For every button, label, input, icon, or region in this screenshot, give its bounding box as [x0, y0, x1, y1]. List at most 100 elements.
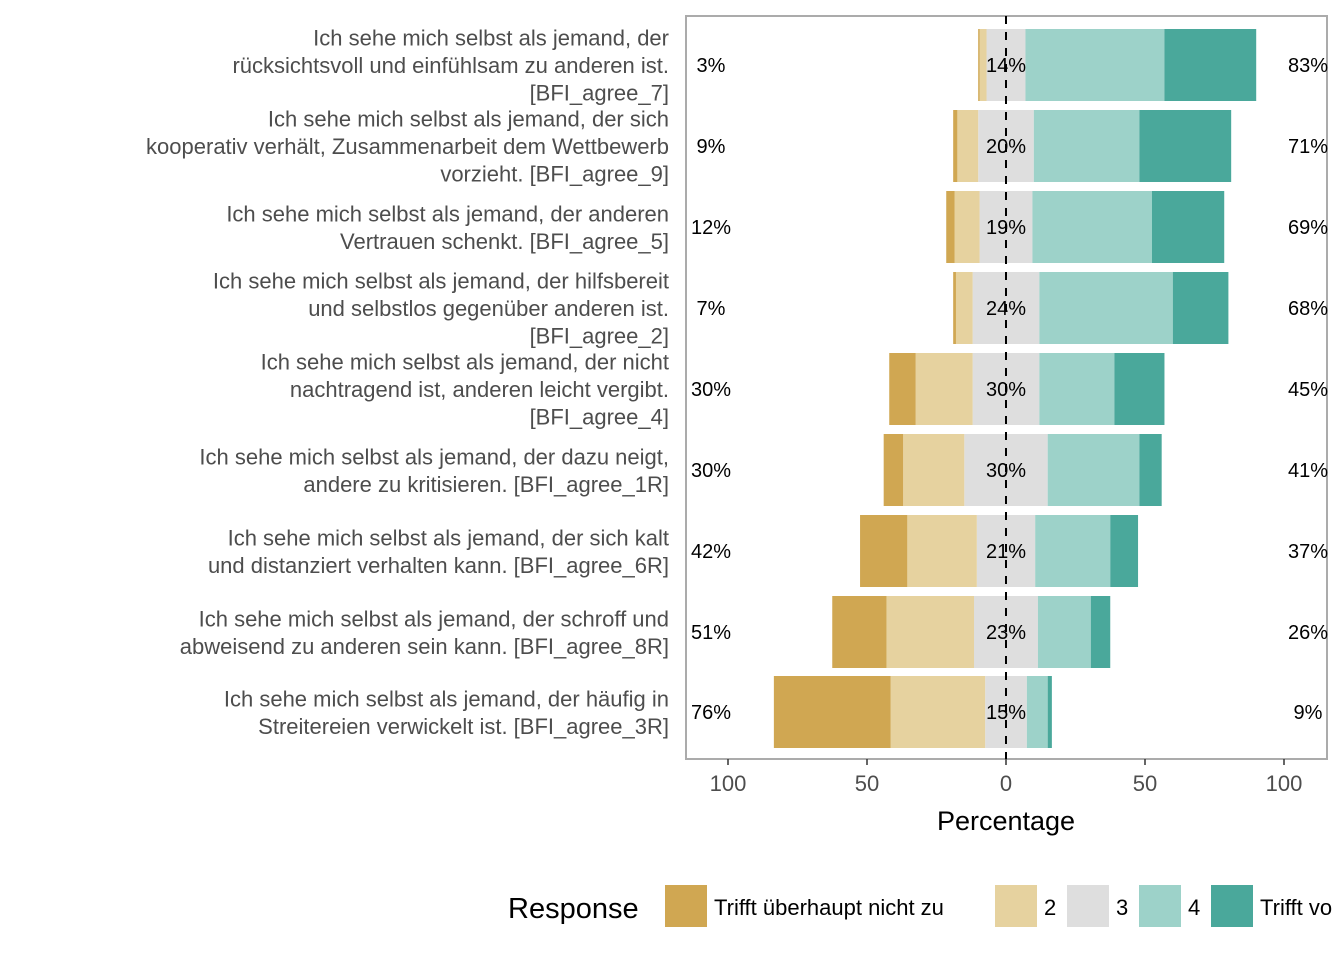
bar-segment-5-pos-5 [1114, 353, 1165, 425]
y-axis-label-line: [BFI_agree_2] [530, 324, 669, 349]
y-axis-label-line: und selbstlos gegenüber anderen ist. [308, 296, 669, 321]
bar-segment-9-pos-5 [1047, 676, 1052, 748]
neutral-percent-label: 30% [986, 379, 1026, 401]
bar-segment-1-pos-5 [1164, 29, 1257, 101]
y-axis-label-line: Vertrauen schenkt. [BFI_agree_5] [340, 229, 669, 254]
y-axis-label-line: rücksichtsvoll und einfühlsam zu anderen… [232, 53, 669, 78]
low-percent-label: 12% [691, 217, 731, 239]
legend-key-swatch [1067, 885, 1109, 927]
bar-segment-3-pos-4 [1032, 191, 1152, 263]
high-percent-label: 9% [1294, 702, 1323, 724]
bar-segment-3-pos-5 [1151, 191, 1225, 263]
bar-segment-5-neg-2 [915, 353, 973, 425]
bar-segment-7-neg-2 [907, 515, 977, 587]
y-axis-label-line: und distanziert verhalten kann. [BFI_agr… [208, 553, 669, 578]
bar-segment-6-neg-2 [903, 434, 965, 506]
bar-segment-2-pos-5 [1139, 110, 1232, 182]
low-percent-label: 9% [697, 136, 726, 158]
neutral-percent-label: 23% [986, 622, 1026, 644]
bar-segment-4-neg-3 [972, 272, 1006, 344]
bar-segment-4-neg-1 [953, 272, 956, 344]
legend-entry-label: 4 [1188, 895, 1200, 920]
bar-segment-5-neg-3 [972, 353, 1006, 425]
bar-segment-1-neg-3 [986, 29, 1006, 101]
bar-segment-2-neg-2 [957, 110, 979, 182]
neutral-percent-label: 24% [986, 298, 1026, 320]
high-percent-label: 45% [1288, 379, 1328, 401]
high-percent-label: 83% [1288, 55, 1328, 77]
bar-segment-6-neg-3 [964, 434, 1006, 506]
legend-title: Response [508, 893, 639, 925]
x-tick-label: 0 [1000, 771, 1012, 796]
bar-segment-8-pos-3 [1006, 596, 1038, 668]
low-percent-label: 30% [691, 379, 731, 401]
neutral-percent-label: 20% [986, 136, 1026, 158]
bar-segment-3-neg-3 [979, 191, 1006, 263]
bar-segment-5-pos-4 [1039, 353, 1115, 425]
y-axis-label-line: vorzieht. [BFI_agree_9] [440, 162, 669, 187]
low-percent-label: 76% [691, 702, 731, 724]
low-percent-label: 7% [697, 298, 726, 320]
low-percent-label: 51% [691, 622, 731, 644]
bar-segment-4-pos-5 [1172, 272, 1229, 344]
legend-entry-label: 2 [1044, 895, 1056, 920]
x-tick-label: 50 [855, 771, 879, 796]
bar-segment-7-neg-3 [976, 515, 1006, 587]
neutral-percent-label: 14% [986, 55, 1026, 77]
y-axis-label-line: Ich sehe mich selbst als jemand, der sic… [228, 525, 669, 550]
x-tick-label: 50 [1133, 771, 1157, 796]
bar-segment-8-pos-5 [1090, 596, 1111, 668]
y-axis-label-line: Ich sehe mich selbst als jemand, der [313, 26, 669, 51]
bar-segment-4-pos-3 [1006, 272, 1040, 344]
bar-segment-3-neg-1 [946, 191, 955, 263]
y-axis-label-line: Ich sehe mich selbst als jemand, der sch… [199, 606, 669, 631]
legend-entry-label: 3 [1116, 895, 1128, 920]
x-axis-title: Percentage [937, 806, 1075, 836]
y-axis-label-line: Ich sehe mich selbst als jemand, der nic… [261, 350, 669, 375]
bar-segment-1-pos-4 [1025, 29, 1165, 101]
bar-segment-8-neg-2 [886, 596, 975, 668]
y-axis-label-line: nachtragend ist, anderen leicht vergibt. [290, 377, 669, 402]
y-axis-label-line: Streitereien verwickelt ist. [BFI_agree_… [258, 714, 669, 739]
bar-segment-6-neg-1 [883, 434, 904, 506]
bar-segment-7-pos-4 [1035, 515, 1111, 587]
high-percent-label: 69% [1288, 217, 1328, 239]
bar-segment-2-pos-4 [1033, 110, 1140, 182]
neutral-percent-label: 21% [986, 541, 1026, 563]
legend-key-swatch [1139, 885, 1181, 927]
bar-segment-6-pos-5 [1139, 434, 1162, 506]
neutral-percent-label: 19% [986, 217, 1026, 239]
y-axis-label-line: kooperativ verhält, Zusammenarbeit dem W… [146, 134, 669, 159]
legend-entry-label: Trifft überhaupt nicht zu [714, 895, 944, 920]
y-axis-label-line: abweisend zu anderen sein kann. [BFI_agr… [180, 634, 669, 659]
bar-segment-7-pos-3 [1006, 515, 1036, 587]
bar-segment-5-neg-1 [889, 353, 916, 425]
y-axis-label-line: Ich sehe mich selbst als jemand, der sic… [268, 107, 669, 132]
bar-segment-9-neg-3 [985, 676, 1006, 748]
bar-segment-1-pos-3 [1006, 29, 1026, 101]
y-axis-label-line: Ich sehe mich selbst als jemand, der daz… [199, 444, 669, 469]
low-percent-label: 42% [691, 541, 731, 563]
legend-entry-label: Trifft vo [1260, 895, 1332, 920]
bar-segment-1-neg-2 [979, 29, 987, 101]
bar-segment-5-pos-3 [1006, 353, 1040, 425]
low-percent-label: 30% [691, 460, 731, 482]
legend-key-swatch [995, 885, 1037, 927]
y-axis-label-line: Ich sehe mich selbst als jemand, der häu… [224, 686, 669, 711]
bar-segment-9-neg-2 [890, 676, 986, 748]
bar-segment-3-pos-3 [1006, 191, 1033, 263]
legend-key-swatch [1211, 885, 1253, 927]
bar-segment-4-pos-4 [1039, 272, 1173, 344]
bar-segment-4-neg-2 [955, 272, 973, 344]
high-percent-label: 71% [1288, 136, 1328, 158]
bar-segment-9-neg-1 [773, 676, 891, 748]
bar-segment-1-neg-1 [978, 29, 980, 101]
x-tick-label: 100 [1266, 771, 1303, 796]
bar-segment-7-neg-1 [860, 515, 908, 587]
high-percent-label: 68% [1288, 298, 1328, 320]
bar-segment-9-pos-3 [1006, 676, 1027, 748]
y-axis-label-line: andere zu kritisieren. [BFI_agree_1R] [303, 472, 669, 497]
bar-segment-7-pos-5 [1110, 515, 1139, 587]
